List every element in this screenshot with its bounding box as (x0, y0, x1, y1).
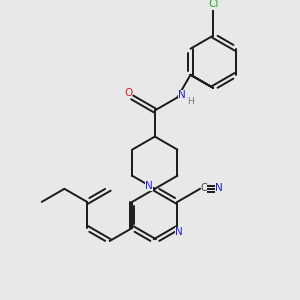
Text: N: N (178, 91, 186, 100)
Text: N: N (175, 227, 182, 237)
Text: Cl: Cl (208, 0, 218, 9)
Text: N: N (214, 183, 222, 193)
Text: N: N (145, 181, 153, 191)
Text: H: H (187, 97, 194, 106)
Text: C: C (200, 183, 207, 193)
Text: O: O (124, 88, 133, 98)
